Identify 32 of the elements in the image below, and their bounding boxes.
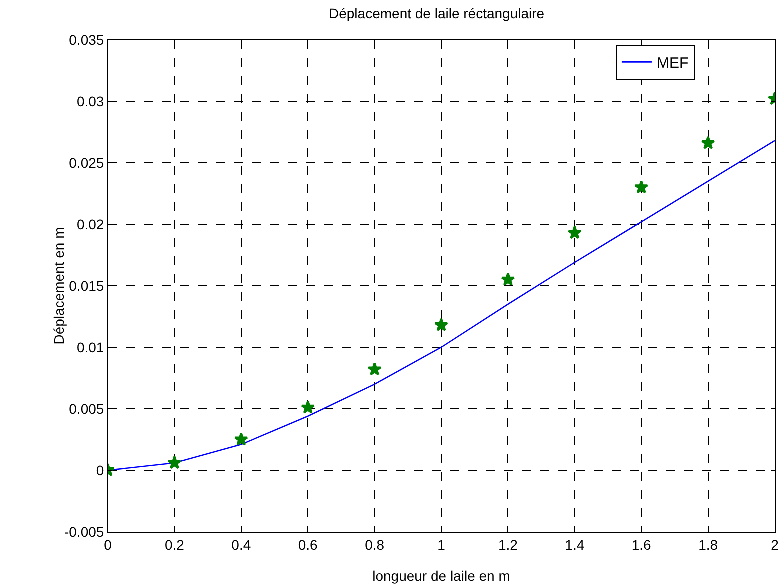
point [568,226,582,240]
y-tick-label: 0.01 [76,339,104,356]
x-tick-label: 0.2 [164,536,185,553]
legend-label: MEF [656,55,689,72]
y-tick-label: 0.035 [69,32,104,48]
y-tick-label: 0.005 [69,400,104,417]
x-tick-label: 1.2 [498,536,518,553]
x-tick-label: 1.4 [565,536,585,553]
y-tick-label: 0.02 [76,216,104,232]
point [701,136,716,150]
x-tick-label: 1.8 [698,536,718,553]
x-tick-label: 0.8 [365,536,385,553]
point [434,318,448,332]
x-tick-label: 2 [771,536,780,553]
y-tick-label: 0.03 [76,93,104,110]
x-axis-title: longueur de laile en m [372,568,510,584]
y-axis-title: Déplacement en m [51,227,68,345]
x-tick-label: 0.6 [298,536,318,553]
point [234,432,248,446]
y-tick-label: 0.015 [69,278,104,294]
point [501,272,516,286]
point [368,362,382,376]
x-tick-label: 0.4 [232,536,252,553]
y-tick-label: -0.005 [64,524,104,540]
x-tick-label: 1.6 [632,536,652,553]
y-tick-label: 0 [96,462,104,478]
point [301,400,316,414]
y-tick-label: 0.025 [69,154,104,171]
point [634,180,649,194]
x-tick-label: 1 [438,536,446,553]
chart-title: Déplacement de laile réctangulaire [329,6,545,22]
point [168,456,182,470]
